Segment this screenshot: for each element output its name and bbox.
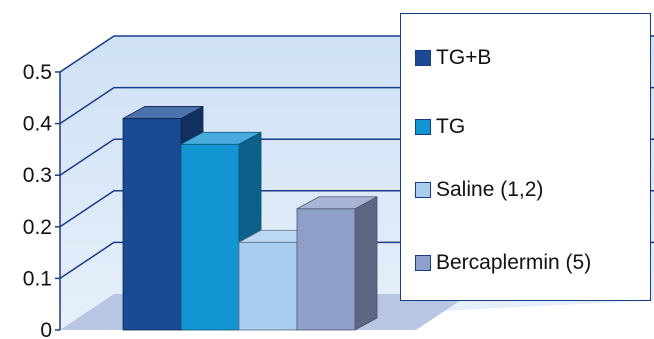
bar-front xyxy=(180,143,240,331)
y-tick-label: 0.1 xyxy=(23,267,52,290)
legend: TG+B TG Saline (1,2) Bercaplermin (5) xyxy=(400,13,651,301)
legend-swatch xyxy=(415,182,431,198)
legend-swatch xyxy=(415,50,431,66)
bar-top xyxy=(122,106,204,119)
legend-item-saline: Saline (1,2) xyxy=(415,178,543,202)
bars xyxy=(122,105,378,331)
y-tick-label: 0.4 xyxy=(23,113,53,136)
bar-front xyxy=(238,241,298,331)
bar-front xyxy=(122,118,182,331)
legend-label: TG xyxy=(436,115,466,138)
legend-swatch xyxy=(415,255,431,271)
legend-item-tg-b: TG+B xyxy=(415,46,491,70)
y-tick-label: 0.2 xyxy=(23,216,52,239)
y-tick-label: 0.3 xyxy=(23,164,52,187)
legend-item-bercaplermin: Bercaplermin (5) xyxy=(415,251,591,275)
legend-label: TG+B xyxy=(436,46,492,69)
bar xyxy=(296,196,378,331)
bar-top xyxy=(296,196,378,210)
y-tick-label: 0 xyxy=(40,319,52,339)
bar-side xyxy=(354,196,378,331)
bar-front xyxy=(296,208,356,331)
bar-top xyxy=(180,131,262,145)
legend-label: Bercaplermin (5) xyxy=(436,251,592,274)
legend-swatch xyxy=(415,119,431,135)
legend-item-tg: TG xyxy=(415,115,465,139)
y-axis-ticks: 0 0.1 0.2 0.3 0.4 0.5 xyxy=(23,61,60,339)
legend-label: Saline (1,2) xyxy=(436,178,544,201)
y-tick-label: 0.5 xyxy=(23,61,52,84)
